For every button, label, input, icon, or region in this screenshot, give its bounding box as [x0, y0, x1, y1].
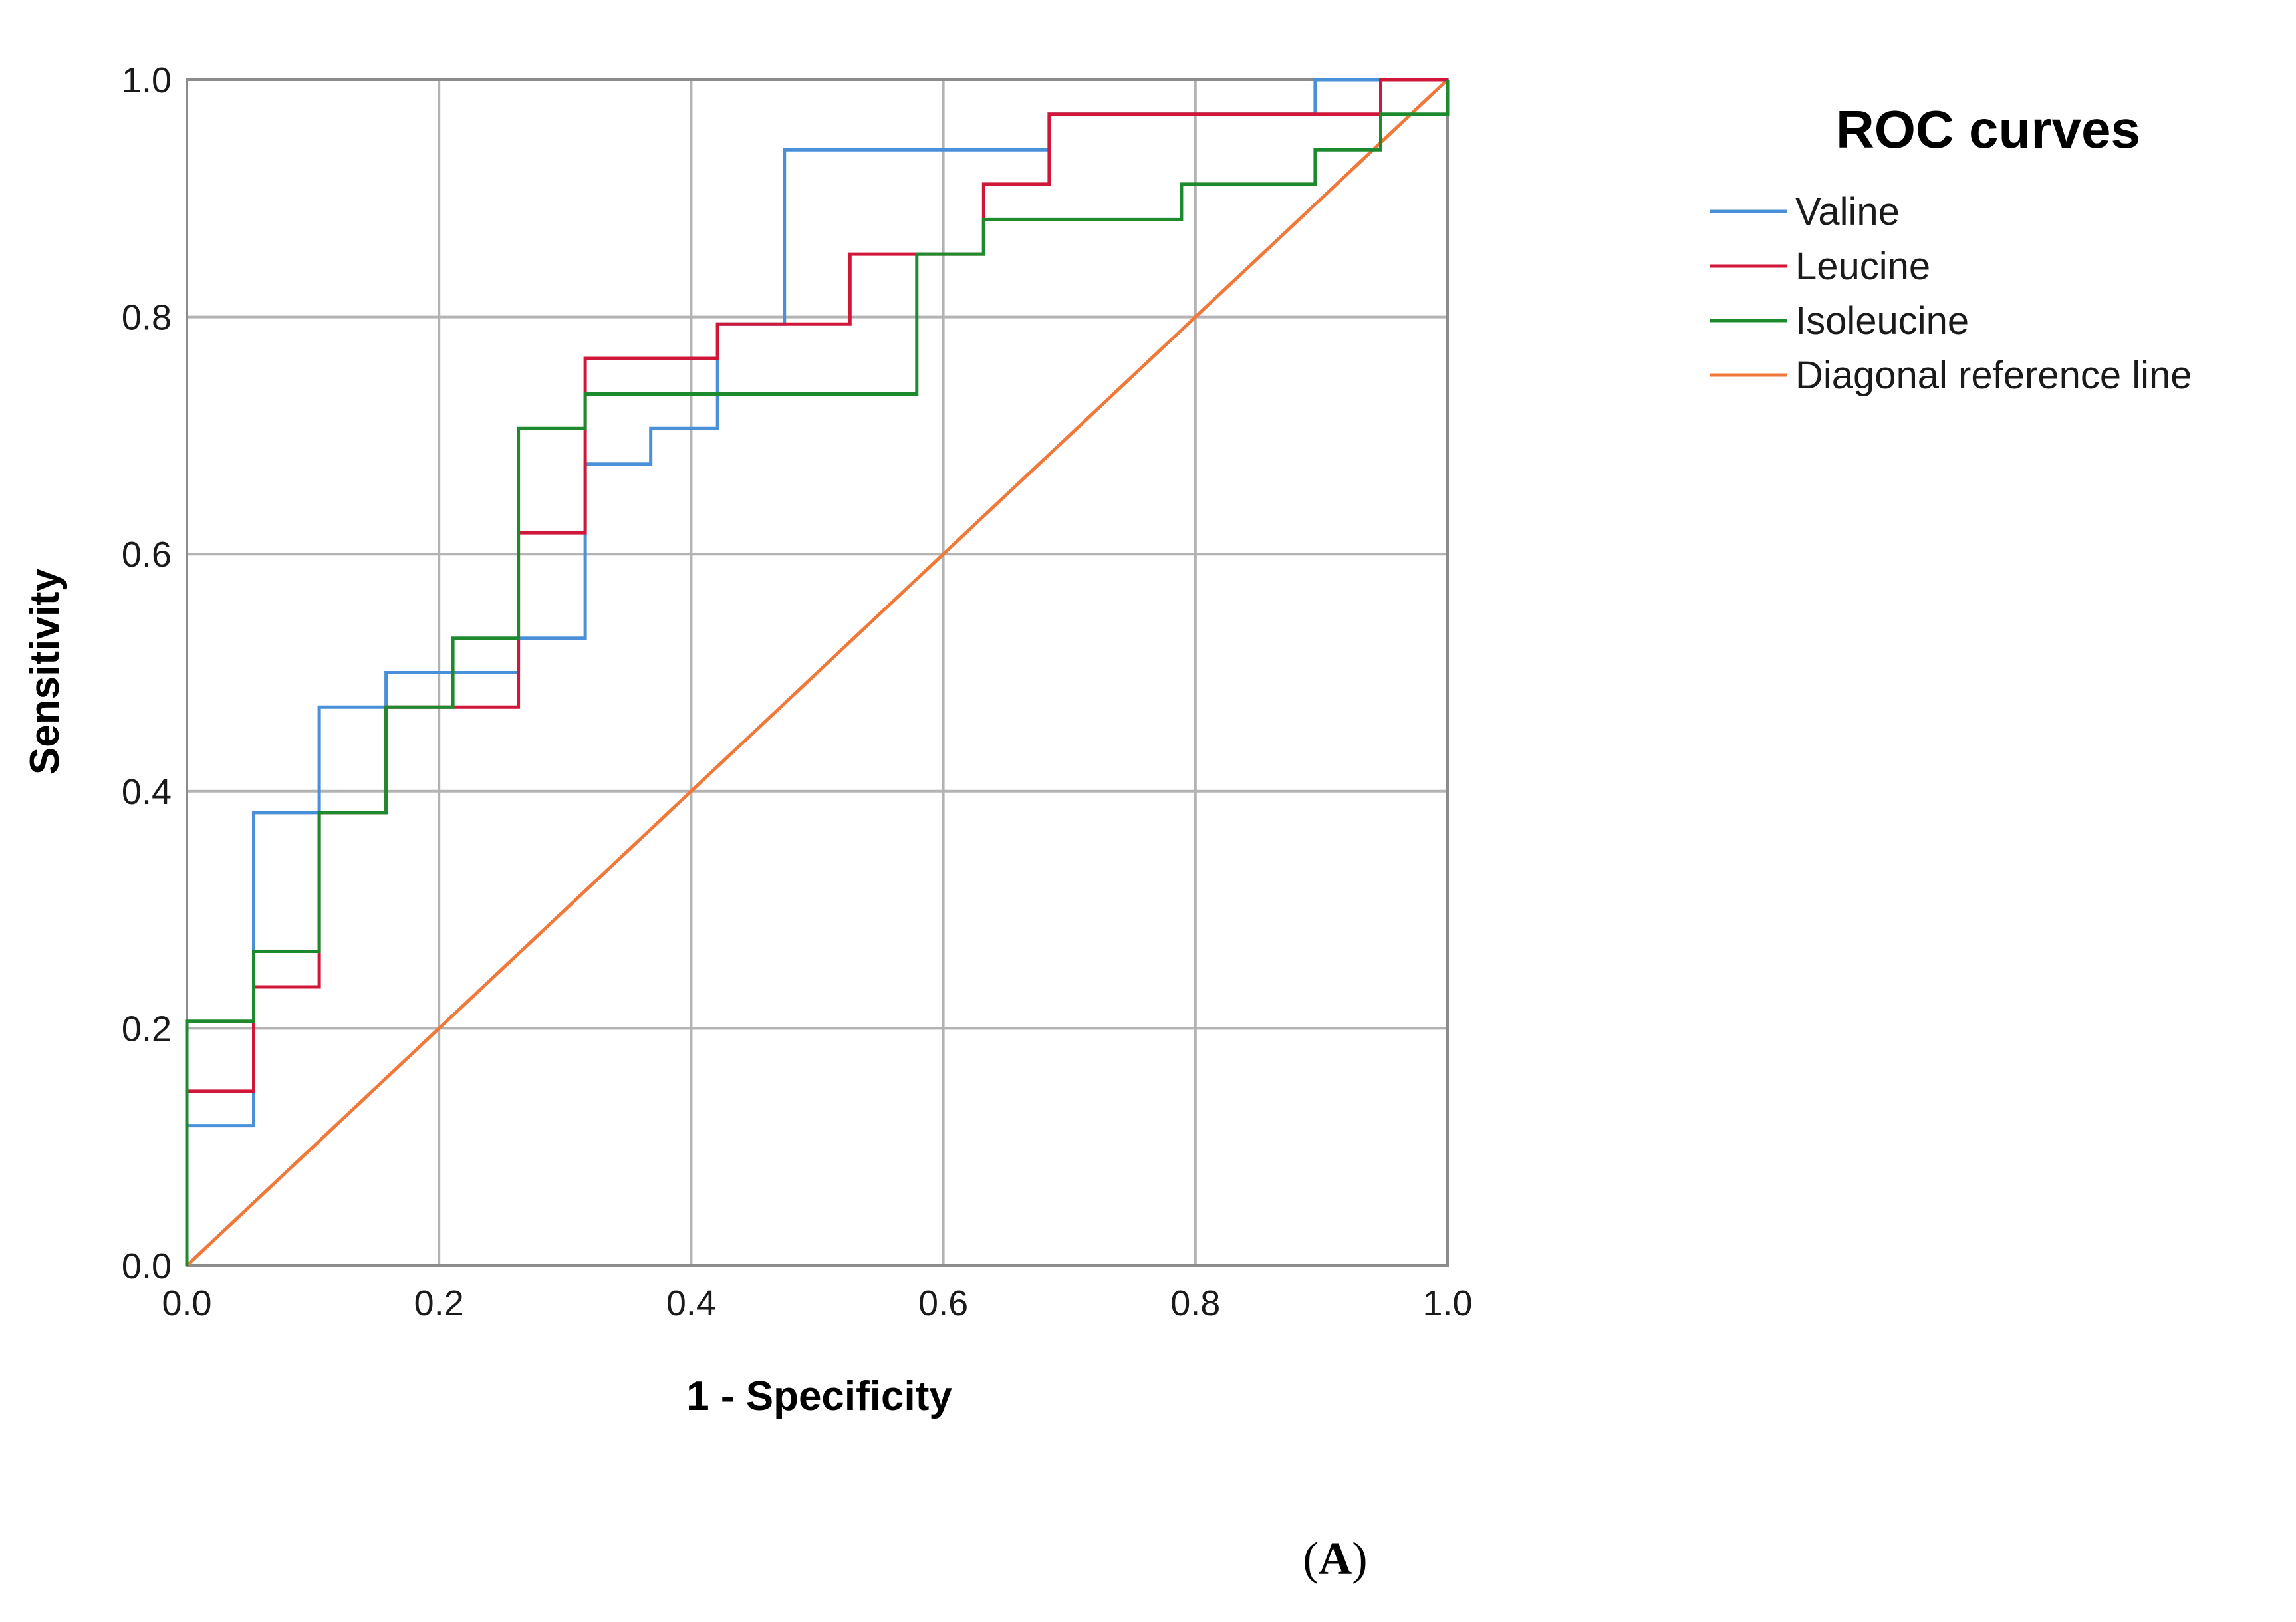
legend-items: Valine Leucine Isoleucine Diagonal referenc… — [1710, 190, 2192, 397]
tick-layer: 0.0 0.2 0.4 0.6 0.8 1.0 0.0 0.2 0.4 0.6 0.8 1.0 — [122, 61, 1473, 1323]
y-tick-label: 0.0 — [122, 1246, 172, 1286]
plot-border — [186, 78, 1449, 1267]
series-line-diagonal-reference-line — [186, 78, 1449, 1267]
grid-layer — [186, 78, 1449, 1267]
y-tick-label: 0.8 — [122, 298, 172, 338]
x-tick-label: 0.6 — [918, 1284, 968, 1323]
y-axis-title: Sensitivity — [22, 568, 68, 775]
y-tick-label: 0.2 — [122, 1009, 172, 1049]
legend-label-leucine: Leucine — [1795, 245, 1930, 288]
x-tick-label: 0.0 — [162, 1284, 211, 1323]
legend-label-diagonal-reference-line: Diagonal reference line — [1795, 354, 2192, 397]
y-tick-label: 0.4 — [122, 772, 172, 812]
panel-label-close: ) — [1352, 1534, 1367, 1585]
panel-label-letter: A — [1319, 1534, 1352, 1585]
y-tick-label: 1.0 — [122, 61, 172, 100]
panel-label: (A) — [1303, 1534, 1367, 1585]
x-tick-label: 0.8 — [1170, 1284, 1220, 1323]
series-line-isoleucine — [185, 80, 1450, 1266]
x-tick-label: 0.4 — [666, 1284, 716, 1323]
x-axis-title: 1 - Specificity — [686, 1373, 952, 1419]
legend-label-valine: Valine — [1795, 190, 1900, 233]
legend-title: ROC curves — [1836, 100, 2140, 159]
x-tick-label: 0.2 — [414, 1284, 464, 1323]
series-layer — [185, 78, 1450, 1267]
panel-label-open: ( — [1303, 1534, 1318, 1585]
x-tick-label: 1.0 — [1422, 1284, 1472, 1323]
legend-label-isoleucine: Isoleucine — [1795, 299, 1969, 342]
legend: ROC curves Valine Leucine Isoleucine Diagon… — [1710, 100, 2192, 397]
y-tick-label: 0.6 — [122, 535, 172, 575]
series-line-leucine — [185, 78, 1448, 1266]
